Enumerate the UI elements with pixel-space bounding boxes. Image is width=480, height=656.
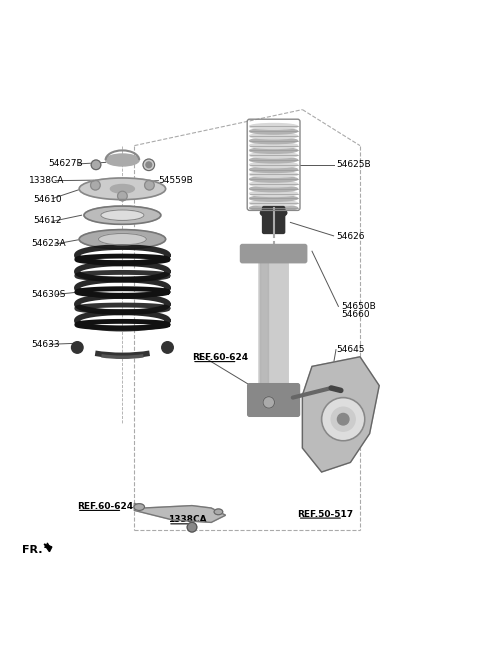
- FancyBboxPatch shape: [260, 261, 268, 386]
- Circle shape: [146, 162, 152, 168]
- Text: 54559B: 54559B: [158, 176, 193, 185]
- Ellipse shape: [250, 176, 298, 182]
- Circle shape: [337, 413, 349, 425]
- Ellipse shape: [250, 143, 298, 148]
- Circle shape: [331, 407, 355, 431]
- Text: 1338CA: 1338CA: [168, 516, 206, 525]
- Ellipse shape: [250, 205, 298, 211]
- FancyBboxPatch shape: [263, 207, 285, 234]
- Polygon shape: [134, 503, 226, 522]
- Text: 54630S: 54630S: [31, 290, 66, 299]
- Ellipse shape: [134, 504, 144, 510]
- Ellipse shape: [250, 167, 298, 173]
- Ellipse shape: [250, 152, 298, 158]
- Text: 54626: 54626: [336, 232, 364, 241]
- Ellipse shape: [250, 186, 298, 192]
- Text: 54623A: 54623A: [31, 239, 66, 249]
- Text: 54645: 54645: [336, 345, 364, 354]
- Circle shape: [144, 180, 154, 190]
- Ellipse shape: [250, 181, 298, 187]
- Text: 54627B: 54627B: [48, 159, 83, 169]
- Ellipse shape: [250, 191, 298, 197]
- FancyBboxPatch shape: [248, 384, 300, 417]
- Ellipse shape: [250, 138, 298, 144]
- Ellipse shape: [79, 230, 166, 249]
- Polygon shape: [302, 357, 379, 472]
- Text: 54625B: 54625B: [336, 160, 371, 169]
- Ellipse shape: [106, 154, 139, 166]
- Circle shape: [162, 342, 173, 353]
- Text: 54612: 54612: [34, 216, 62, 226]
- Circle shape: [91, 180, 100, 190]
- Ellipse shape: [79, 178, 166, 199]
- Ellipse shape: [260, 207, 287, 218]
- Ellipse shape: [250, 157, 298, 163]
- Circle shape: [118, 191, 127, 201]
- Text: 54660: 54660: [341, 310, 370, 319]
- Text: 54610: 54610: [34, 195, 62, 204]
- Circle shape: [187, 522, 197, 532]
- Ellipse shape: [250, 148, 298, 154]
- Circle shape: [322, 398, 365, 441]
- Circle shape: [143, 159, 155, 171]
- Text: REF.60-624: REF.60-624: [77, 502, 133, 511]
- Ellipse shape: [250, 200, 298, 206]
- Ellipse shape: [250, 195, 298, 201]
- Ellipse shape: [250, 129, 298, 134]
- Ellipse shape: [98, 234, 146, 245]
- Ellipse shape: [84, 206, 161, 224]
- Text: REF.60-624: REF.60-624: [192, 354, 248, 362]
- Text: 54633: 54633: [31, 340, 60, 349]
- Circle shape: [72, 342, 83, 353]
- Ellipse shape: [250, 123, 298, 129]
- Ellipse shape: [250, 133, 298, 139]
- Polygon shape: [44, 544, 52, 552]
- Ellipse shape: [214, 509, 223, 515]
- FancyBboxPatch shape: [259, 259, 288, 387]
- Text: REF.50-517: REF.50-517: [298, 510, 354, 519]
- Text: FR.: FR.: [22, 544, 42, 555]
- Text: 54650B: 54650B: [341, 302, 375, 311]
- Text: 1338CA: 1338CA: [29, 176, 64, 185]
- FancyBboxPatch shape: [240, 245, 307, 262]
- Circle shape: [91, 160, 101, 170]
- Ellipse shape: [110, 184, 134, 193]
- Ellipse shape: [250, 171, 298, 177]
- Ellipse shape: [250, 162, 298, 168]
- Ellipse shape: [101, 210, 144, 220]
- Circle shape: [263, 397, 275, 408]
